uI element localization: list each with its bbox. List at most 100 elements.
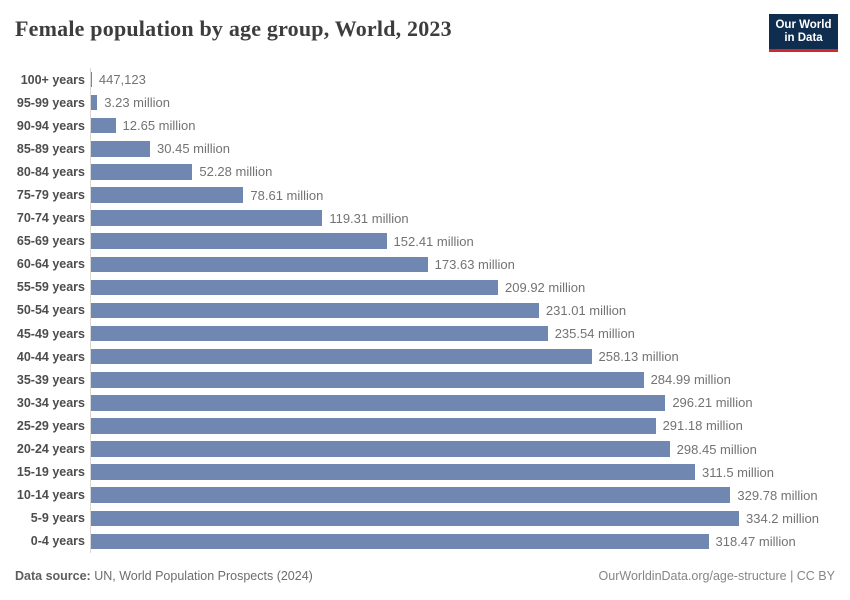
bar[interactable]	[91, 464, 695, 480]
bar[interactable]	[91, 441, 670, 457]
value-label: 119.31 million	[329, 210, 409, 226]
bar[interactable]	[91, 233, 387, 249]
value-label: 291.18 million	[662, 418, 743, 434]
bar-track: 284.99 million	[90, 368, 850, 392]
bar-track: 52.28 million	[90, 160, 850, 184]
data-source-text: UN, World Population Prospects (2024)	[90, 569, 313, 583]
bar[interactable]	[91, 510, 739, 527]
bar[interactable]	[91, 117, 116, 134]
age-group-label: 0-4 years	[30, 534, 85, 549]
bar[interactable]	[91, 141, 151, 157]
owid-logo-text-line1: Our World	[775, 19, 832, 31]
chart-row: 45-49 years 235.54 million	[0, 322, 850, 346]
bar[interactable]	[91, 487, 731, 503]
age-group-label: 55-59 years	[16, 280, 85, 295]
chart-footer: Data source: UN, World Population Prospe…	[15, 569, 835, 583]
bar-track: 291.18 million	[90, 414, 850, 438]
value-label: 235.54 million	[554, 326, 635, 342]
chart-row: 80-84 years 52.28 million	[0, 160, 850, 184]
owid-logo-text-line2: in Data	[784, 32, 823, 44]
age-group-label: 60-64 years	[16, 257, 85, 272]
bar-track: 334.2 million	[90, 506, 850, 530]
bar-track: 318.47 million	[90, 529, 850, 553]
age-group-label: 50-54 years	[16, 303, 85, 318]
age-group-label: 15-19 years	[16, 465, 85, 480]
bar[interactable]	[91, 302, 539, 319]
value-label: 311.5 million	[701, 464, 775, 480]
bar-track: 30.45 million	[90, 137, 850, 161]
bar-track: 329.78 million	[90, 483, 850, 507]
bar[interactable]	[91, 164, 193, 180]
value-label: 152.41 million	[393, 233, 474, 249]
value-label: 209.92 million	[505, 279, 586, 295]
chart-row: 20-24 years 298.45 million	[0, 437, 850, 461]
bar[interactable]	[91, 210, 323, 226]
bar-track: 258.13 million	[90, 345, 850, 369]
chart-row: 70-74 years 119.31 million	[0, 206, 850, 230]
bar-track: 311.5 million	[90, 460, 850, 484]
bar[interactable]	[91, 256, 428, 273]
age-group-label: 20-24 years	[16, 442, 85, 457]
bar-track: 119.31 million	[90, 206, 850, 230]
age-group-label: 25-29 years	[16, 418, 85, 433]
chart-row: 30-34 years 296.21 million	[0, 391, 850, 415]
chart-row: 35-39 years 284.99 million	[0, 368, 850, 392]
age-group-label: 45-49 years	[16, 326, 85, 341]
bar-track: 209.92 million	[90, 275, 850, 299]
chart-row: 100+ years 447,123	[0, 68, 850, 92]
chart-row: 10-14 years 329.78 million	[0, 483, 850, 507]
chart-row: 5-9 years 334.2 million	[0, 506, 850, 530]
bar-track: 298.45 million	[90, 437, 850, 461]
age-group-label: 40-44 years	[16, 349, 85, 364]
age-group-label: 35-39 years	[16, 372, 85, 387]
bar-track: 173.63 million	[90, 252, 850, 276]
bar[interactable]	[91, 325, 548, 342]
age-group-label: 75-79 years	[16, 188, 85, 203]
age-group-label: 90-94 years	[16, 118, 85, 133]
chart-row: 55-59 years 209.92 million	[0, 275, 850, 299]
chart-row: 95-99 years 3.23 million	[0, 91, 850, 115]
bar[interactable]	[91, 279, 499, 296]
data-source-note: Data source: UN, World Population Prospe…	[15, 569, 313, 583]
bar[interactable]	[91, 533, 709, 550]
bar-track: 235.54 million	[90, 322, 850, 346]
value-label: 231.01 million	[545, 302, 627, 318]
bar[interactable]	[91, 372, 644, 388]
age-group-label: 100+ years	[20, 72, 85, 87]
chart-row: 15-19 years 311.5 million	[0, 460, 850, 484]
value-label: 284.99 million	[650, 372, 731, 388]
chart-row: 65-69 years 152.41 million	[0, 229, 850, 253]
bar[interactable]	[91, 71, 92, 88]
bar[interactable]	[91, 187, 244, 203]
bar-track: 296.21 million	[90, 391, 850, 415]
value-label: 78.61 million	[250, 187, 324, 203]
bar-track: 78.61 million	[90, 183, 850, 207]
owid-logo[interactable]: Our World in Data	[769, 14, 838, 52]
age-group-label: 85-89 years	[16, 141, 85, 156]
age-group-label: 70-74 years	[16, 211, 85, 226]
value-label: 329.78 million	[737, 487, 818, 503]
value-label: 447,123	[98, 72, 146, 88]
attribution-link[interactable]: OurWorldinData.org/age-structure | CC BY	[598, 569, 835, 583]
bar-chart: 100+ years 447,123 95-99 years 3.23 million…	[0, 68, 850, 553]
bar-track: 12.65 million	[90, 114, 850, 138]
value-label: 334.2 million	[746, 510, 819, 526]
bar[interactable]	[91, 94, 98, 111]
chart-row: 40-44 years 258.13 million	[0, 345, 850, 369]
value-label: 30.45 million	[157, 141, 231, 157]
chart-row: 85-89 years 30.45 million	[0, 137, 850, 161]
chart-row: 60-64 years 173.63 million	[0, 252, 850, 276]
age-group-label: 95-99 years	[16, 95, 85, 110]
age-group-label: 10-14 years	[16, 488, 85, 503]
value-label: 12.65 million	[122, 118, 196, 134]
chart-row: 90-94 years 12.65 million	[0, 114, 850, 138]
value-label: 3.23 million	[104, 95, 171, 111]
value-label: 52.28 million	[199, 164, 273, 180]
bar[interactable]	[91, 348, 592, 365]
bar[interactable]	[91, 395, 666, 411]
value-label: 258.13 million	[598, 349, 679, 365]
chart-row: 50-54 years 231.01 million	[0, 298, 850, 323]
bar[interactable]	[91, 418, 656, 434]
chart-row: 25-29 years 291.18 million	[0, 414, 850, 438]
